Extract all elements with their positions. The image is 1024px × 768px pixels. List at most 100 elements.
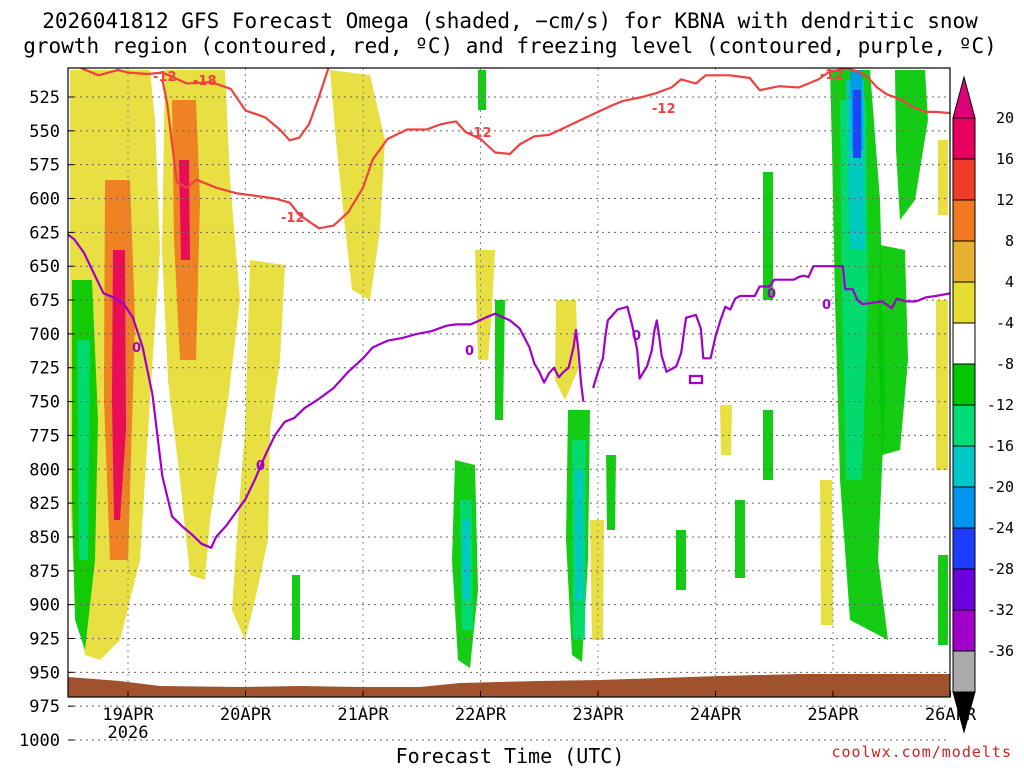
omega-negative-region xyxy=(878,245,908,455)
freezing-label: 0 xyxy=(767,287,776,302)
colorbar-level-label: 12 xyxy=(996,191,1014,209)
omega-positive-region xyxy=(330,70,385,300)
dgz-label: -12 xyxy=(468,126,492,141)
colorbar-legend: 20 16 12 8 4 -4 -8 -12 -16 -20 -24 -28 -32 -36 xyxy=(952,75,1014,734)
y-tick-label: 950 xyxy=(29,663,60,683)
colorbar-swatch xyxy=(952,281,976,324)
y-tick-label: 700 xyxy=(29,325,60,345)
colorbar-swatch xyxy=(952,527,976,570)
colorbar-swatch xyxy=(952,445,976,488)
omega-strong-sinking xyxy=(462,520,470,600)
x-tick-label: 22APR xyxy=(455,705,507,725)
colorbar-level-label: -8 xyxy=(996,355,1014,373)
colorbar-level-label: -28 xyxy=(987,560,1014,578)
colorbar-level-label: 8 xyxy=(1005,232,1014,250)
y-tick-label: 800 xyxy=(29,460,60,480)
colorbar-swatch xyxy=(952,240,976,283)
dgz-label: -12 xyxy=(652,102,676,117)
dgz-label: -12 xyxy=(820,68,844,83)
dgz-label: -18 xyxy=(193,74,217,89)
contour-freezing-level-0c xyxy=(68,233,585,549)
colorbar-swatch xyxy=(952,568,976,611)
x-tick-label: 21APR xyxy=(337,705,389,725)
colorbar-swatch xyxy=(952,199,976,242)
colorbar-swatch xyxy=(952,322,976,365)
y-tick-label: 725 xyxy=(29,359,60,379)
colorbar-level-label: -12 xyxy=(987,396,1014,414)
omega-negative-region xyxy=(676,530,686,590)
freezing-label: 0 xyxy=(822,298,831,313)
omega-positive-region xyxy=(232,260,285,640)
colorbar-swatch xyxy=(952,404,976,447)
x-tick-label: 25APR xyxy=(807,705,859,725)
y-tick-label: 600 xyxy=(29,190,60,210)
colorbar-level-label: -16 xyxy=(987,437,1014,455)
omega-negative-region xyxy=(895,70,928,220)
x-tick-label: 20APR xyxy=(220,705,272,725)
colorbar-level-label: -32 xyxy=(987,601,1014,619)
omega-positive-region xyxy=(720,405,732,455)
colorbar-level-label: 20 xyxy=(996,109,1014,127)
omega-negative-region xyxy=(495,300,505,420)
omega-negative-region xyxy=(763,410,773,480)
freezing-label: 0 xyxy=(132,341,141,356)
omega-positive-region xyxy=(938,140,948,215)
chart-title-line-1: 2026041812 GFS Forecast Omega (shaded, −… xyxy=(42,9,978,33)
x-tick-label: 23APR xyxy=(572,705,624,725)
colorbar-swatch xyxy=(952,650,976,693)
omega-positive-region xyxy=(590,520,604,640)
dgz-label: -12 xyxy=(281,211,305,226)
chart-title-line-2: growth region (contoured, red, ºC) and f… xyxy=(23,34,997,58)
credit-text: coolwx.com/modelts xyxy=(831,743,1012,761)
freezing-label: 0 xyxy=(256,459,265,474)
colorbar-level-label: -20 xyxy=(987,478,1014,496)
colorbar-overflow-low xyxy=(952,691,976,734)
colorbar-swatch xyxy=(952,363,976,406)
colorbar-overflow-high xyxy=(952,75,976,119)
y-tick-label: 850 xyxy=(29,528,60,548)
contour-freezing-level-0c-east- xyxy=(592,265,950,389)
y-tick-label: 650 xyxy=(29,257,60,277)
y-tick-label: 525 xyxy=(29,88,60,108)
contour-dgz-12c-lower- xyxy=(161,68,950,230)
y-tick-label: 900 xyxy=(29,596,60,616)
y-tick-label: 550 xyxy=(29,122,60,142)
y-tick-label: 875 xyxy=(29,562,60,582)
y-tick-label: 675 xyxy=(29,291,60,311)
y-tick-label: 825 xyxy=(29,494,60,514)
omega-negative-region xyxy=(938,555,948,645)
colorbar-level-label: -4 xyxy=(996,314,1014,332)
x-tick-label: 24APR xyxy=(690,705,742,725)
x-tick-sublabel: 2026 xyxy=(108,723,149,743)
freezing-label: 0 xyxy=(465,344,474,359)
y-tick-label: 1000 xyxy=(19,731,60,751)
colorbar-swatch xyxy=(952,486,976,529)
omega-strong-sinking xyxy=(853,90,861,158)
contour-freezing-level-loop xyxy=(688,374,704,385)
y-tick-label: 975 xyxy=(29,697,60,717)
colorbar-swatch xyxy=(952,117,976,160)
y-tick-label: 750 xyxy=(29,393,60,413)
contour-dgz-12c-top- xyxy=(78,68,330,142)
colorbar-swatch xyxy=(952,158,976,201)
y-tick-label: 625 xyxy=(29,223,60,243)
omega-strong-rising xyxy=(112,250,126,520)
omega-negative-region xyxy=(735,500,745,578)
omega-negative-region xyxy=(606,455,616,530)
y-tick-label: 775 xyxy=(29,426,60,446)
colorbar-swatch xyxy=(952,609,976,652)
x-axis-title: Forecast Time (UTC) xyxy=(396,744,625,768)
omega-strong-sinking xyxy=(77,340,90,560)
y-axis: 525 550 575 600 625 650 675 700 725 750 775 800 825 8… xyxy=(19,88,74,751)
omega-negative-region xyxy=(292,575,300,640)
x-tick-label: 19APR xyxy=(102,705,154,725)
contour-lines xyxy=(68,68,950,549)
colorbar-level-label: 4 xyxy=(1005,273,1014,291)
y-tick-label: 925 xyxy=(29,629,60,649)
omega-positive-region xyxy=(936,300,948,470)
freezing-label: 0 xyxy=(632,329,641,344)
contour-labels: -12 -18 -12 -12 -12 -12 0 0 0 0 0 0 xyxy=(132,68,844,474)
colorbar-level-label: -24 xyxy=(987,519,1014,537)
